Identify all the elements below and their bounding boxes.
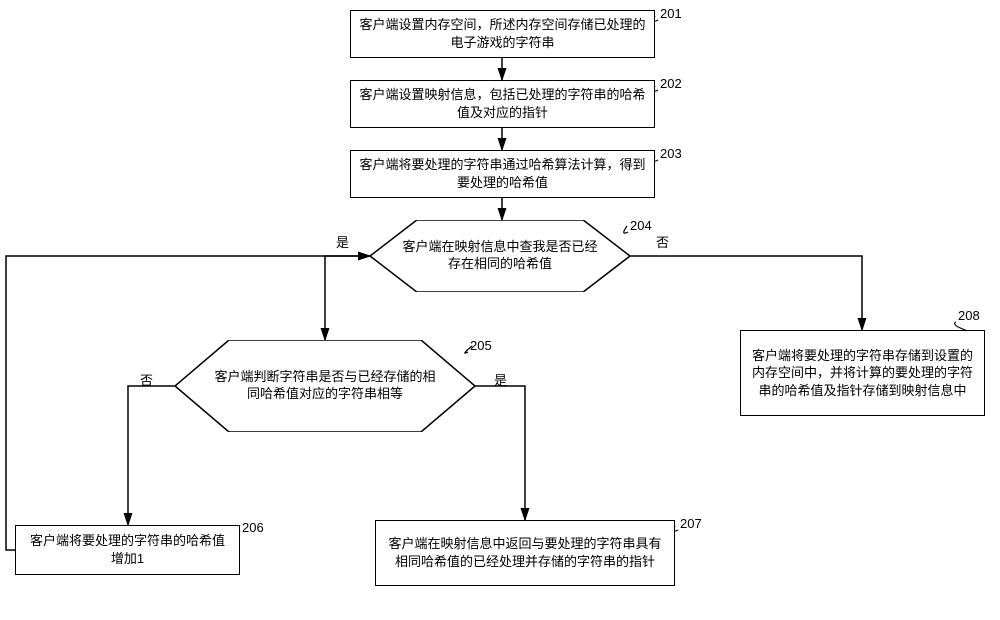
branch-label-5: 否: [140, 370, 153, 389]
flowchart-rect-n203: 客户端将要处理的字符串通过哈希算法计算，得到要处理的哈希值: [350, 150, 655, 198]
step-label-n205: 205: [470, 338, 492, 353]
step-label-n207: 207: [680, 516, 702, 531]
flowchart-rect-n201: 客户端设置内存空间，所述内存空间存储已处理的电子游戏的字符串: [350, 10, 655, 58]
edge-3: [325, 256, 370, 340]
node-text: 客户端在映射信息中返回与要处理的字符串具有相同哈希值的已经处理并存储的字符串的指…: [384, 535, 666, 570]
node-text: 客户端将要处理的字符串通过哈希算法计算，得到要处理的哈希值: [359, 156, 646, 191]
node-text: 客户端将要处理的字符串的哈希值增加1: [24, 532, 231, 567]
branch-label-3: 是: [336, 232, 349, 251]
edge-5: [128, 386, 175, 525]
step-label-n201: 201: [660, 6, 682, 21]
step-label-n208: 208: [958, 308, 980, 323]
node-text: 客户端设置内存空间，所述内存空间存储已处理的电子游戏的字符串: [359, 16, 646, 51]
flowchart-rect-n208: 客户端将要处理的字符串存储到设置的内存空间中，并将计算的要处理的字符串的哈希值及…: [740, 330, 985, 416]
edge-6: [475, 386, 525, 520]
flowchart-diamond-n204: 客户端在映射信息中查我是否已经存在相同的哈希值: [370, 220, 630, 292]
node-text: 客户端在映射信息中查我是否已经存在相同的哈希值: [403, 239, 598, 273]
flowchart-rect-n206: 客户端将要处理的字符串的哈希值增加1: [15, 525, 240, 575]
node-text: 客户端将要处理的字符串存储到设置的内存空间中，并将计算的要处理的字符串的哈希值及…: [749, 347, 976, 400]
step-label-n206: 206: [242, 520, 264, 535]
step-label-n202: 202: [660, 76, 682, 91]
flowchart-rect-n207: 客户端在映射信息中返回与要处理的字符串具有相同哈希值的已经处理并存储的字符串的指…: [375, 520, 675, 586]
flowchart-rect-n202: 客户端设置映射信息，包括已处理的字符串的哈希值及对应的指针: [350, 80, 655, 128]
branch-label-6: 是: [494, 370, 507, 389]
step-label-n203: 203: [660, 146, 682, 161]
node-text: 客户端判断字符串是否与已经存储的相同哈希值对应的字符串相等: [213, 369, 438, 403]
step-label-n204: 204: [630, 218, 652, 233]
branch-label-4: 否: [656, 232, 669, 251]
flowchart-diamond-n205: 客户端判断字符串是否与已经存储的相同哈希值对应的字符串相等: [175, 340, 475, 432]
node-text: 客户端设置映射信息，包括已处理的字符串的哈希值及对应的指针: [359, 86, 646, 121]
edge-4: [630, 256, 862, 330]
